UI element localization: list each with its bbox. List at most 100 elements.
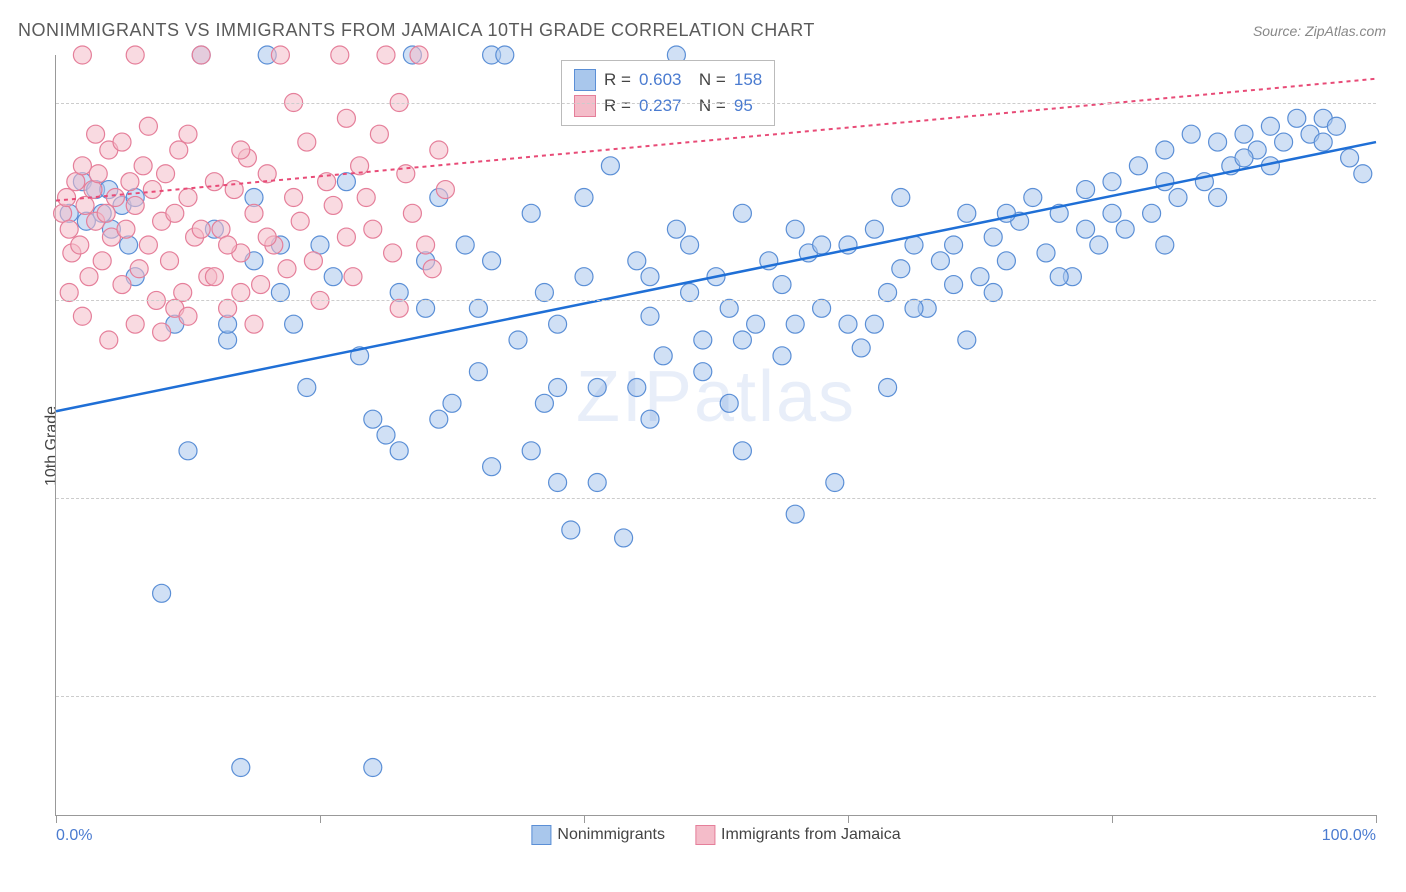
source-label: Source: ZipAtlas.com <box>1253 23 1386 39</box>
data-point <box>134 157 152 175</box>
data-point <box>496 46 514 64</box>
data-point <box>1156 141 1174 159</box>
stats-r-0: 0.603 <box>639 70 682 90</box>
legend-swatch <box>531 825 551 845</box>
grid-line <box>56 103 1376 104</box>
title-row: NONIMMIGRANTS VS IMMIGRANTS FROM JAMAICA… <box>18 20 1386 41</box>
data-point <box>984 228 1002 246</box>
data-point <box>786 315 804 333</box>
legend-label: Nonimmigrants <box>557 826 665 844</box>
data-point <box>549 315 567 333</box>
data-point <box>575 189 593 207</box>
x-tick <box>320 815 321 823</box>
data-point <box>720 299 738 317</box>
data-point <box>892 189 910 207</box>
data-point <box>423 260 441 278</box>
data-point <box>179 125 197 143</box>
data-point <box>839 315 857 333</box>
x-tick-label: 0.0% <box>56 827 92 845</box>
data-point <box>170 141 188 159</box>
data-point <box>364 759 382 777</box>
data-point <box>1090 236 1108 254</box>
data-point <box>219 299 237 317</box>
data-point <box>337 228 355 246</box>
y-tick-label: 62.5% <box>1386 687 1406 705</box>
data-point <box>1129 157 1147 175</box>
x-tick <box>584 815 585 823</box>
data-point <box>417 299 435 317</box>
data-point <box>1354 165 1372 183</box>
data-point <box>813 236 831 254</box>
data-point <box>865 315 883 333</box>
data-point <box>113 276 131 294</box>
data-point <box>139 117 157 135</box>
data-point <box>1156 173 1174 191</box>
data-point <box>681 236 699 254</box>
data-point <box>469 299 487 317</box>
data-point <box>1209 133 1227 151</box>
stats-box: R = 0.603 N = 158 R = 0.237 N = 95 <box>561 60 775 126</box>
data-point <box>905 299 923 317</box>
data-point <box>1275 133 1293 151</box>
data-point <box>1261 117 1279 135</box>
legend-swatch <box>695 825 715 845</box>
data-point <box>278 260 296 278</box>
stats-r-1: 0.237 <box>639 96 682 116</box>
data-point <box>337 109 355 127</box>
data-point <box>120 236 138 254</box>
data-point <box>1314 133 1332 151</box>
data-point <box>60 220 78 238</box>
data-point <box>364 220 382 238</box>
data-point <box>58 189 76 207</box>
data-point <box>232 141 250 159</box>
data-point <box>958 331 976 349</box>
data-point <box>1182 125 1200 143</box>
data-point <box>1024 189 1042 207</box>
plot-svg <box>56 55 1376 815</box>
data-point <box>654 347 672 365</box>
data-point <box>430 410 448 428</box>
chart-title: NONIMMIGRANTS VS IMMIGRANTS FROM JAMAICA… <box>18 20 815 41</box>
data-point <box>410 46 428 64</box>
y-tick-label: 87.5% <box>1386 291 1406 309</box>
data-point <box>219 236 237 254</box>
data-point <box>535 284 553 302</box>
data-point <box>1341 149 1359 167</box>
data-point <box>344 268 362 286</box>
data-point <box>232 284 250 302</box>
data-point <box>641 410 659 428</box>
data-point <box>73 46 91 64</box>
data-point <box>285 189 303 207</box>
data-point <box>245 204 263 222</box>
data-point <box>357 189 375 207</box>
data-point <box>100 331 118 349</box>
data-point <box>628 379 646 397</box>
data-point <box>522 204 540 222</box>
trend-line <box>56 142 1376 411</box>
legend-bottom: NonimmigrantsImmigrants from Jamaica <box>531 825 900 845</box>
data-point <box>126 196 144 214</box>
data-point <box>364 410 382 428</box>
data-point <box>1037 244 1055 262</box>
data-point <box>324 196 342 214</box>
data-point <box>390 299 408 317</box>
data-point <box>1050 268 1068 286</box>
data-point <box>733 331 751 349</box>
data-point <box>773 276 791 294</box>
data-point <box>813 299 831 317</box>
stats-row-0: R = 0.603 N = 158 <box>574 67 762 93</box>
data-point <box>575 268 593 286</box>
data-point <box>179 442 197 460</box>
data-point <box>153 323 171 341</box>
data-point <box>126 315 144 333</box>
data-point <box>80 268 98 286</box>
data-point <box>331 46 349 64</box>
data-point <box>931 252 949 270</box>
data-point <box>430 141 448 159</box>
data-point <box>161 252 179 270</box>
x-tick-label: 100.0% <box>1322 827 1376 845</box>
data-point <box>126 46 144 64</box>
data-point <box>143 181 161 199</box>
grid-line <box>56 696 1376 697</box>
data-point <box>483 252 501 270</box>
